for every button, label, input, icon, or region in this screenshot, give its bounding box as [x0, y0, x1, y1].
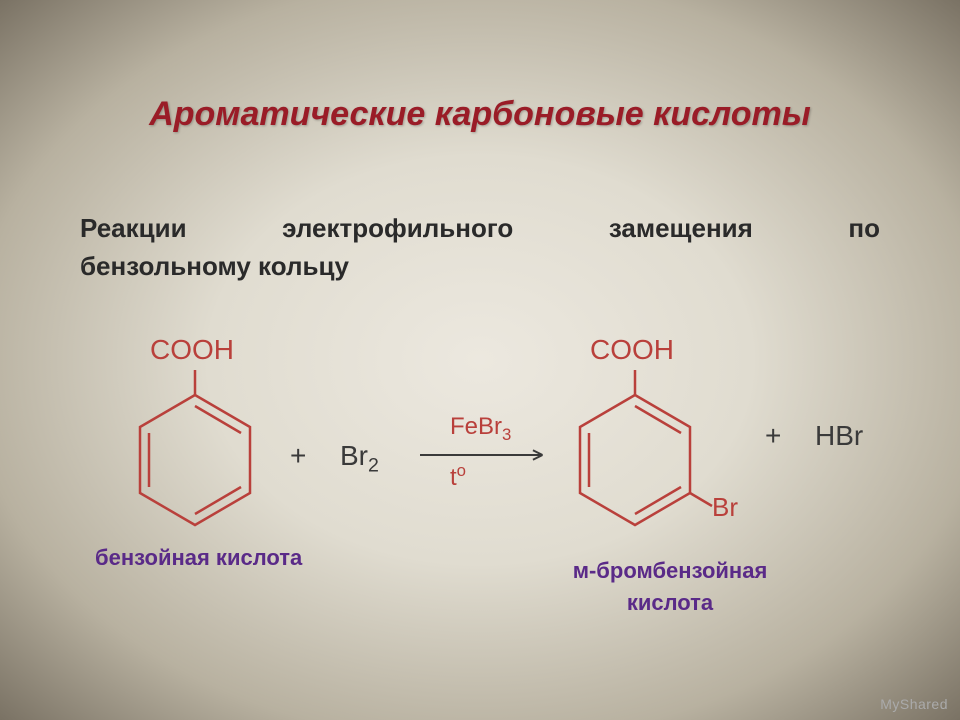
br2-sub: 2 — [368, 455, 379, 477]
reactant-cooh: COOH — [150, 334, 234, 366]
reactant-benzene-ring — [120, 370, 270, 570]
product-caption: м-бромбензойная кислота — [555, 555, 785, 619]
br2-text: Br — [340, 440, 368, 471]
product-br-text: Br — [712, 492, 738, 522]
arrow-bottom-label: to — [450, 461, 466, 492]
arrow-top-label: FeBr3 — [450, 413, 511, 445]
t-sup: o — [457, 461, 466, 480]
product-br: Br — [712, 492, 738, 523]
reactant-caption: бензойная кислота — [95, 545, 302, 571]
product-cooh-text: COOH — [590, 334, 674, 365]
slide-subtitle: Реакции электрофильного замещения по бен… — [80, 210, 880, 285]
product-caption-l1: м-бромбензойная — [555, 555, 785, 587]
product-cooh: COOH — [590, 334, 674, 366]
product-benzene-ring — [560, 370, 730, 570]
plus-1: + — [290, 440, 306, 472]
plus-2: + — [765, 420, 781, 452]
slide-title: Ароматические карбоновые кислоты — [149, 95, 811, 134]
subtitle-line2: бензольному кольцу — [80, 248, 880, 286]
cooh-text: COOH — [150, 334, 234, 365]
febr-text: FeBr — [450, 413, 502, 440]
reaction-arrow — [420, 445, 554, 465]
watermark: MyShared — [880, 696, 948, 712]
product-caption-l2: кислота — [555, 587, 785, 619]
t-text: t — [450, 464, 457, 491]
subtitle-line1: Реакции электрофильного замещения по — [80, 210, 880, 248]
hbr-label: HBr — [815, 420, 863, 452]
febr-sub: 3 — [502, 425, 511, 444]
br2-label: Br2 — [340, 440, 379, 478]
